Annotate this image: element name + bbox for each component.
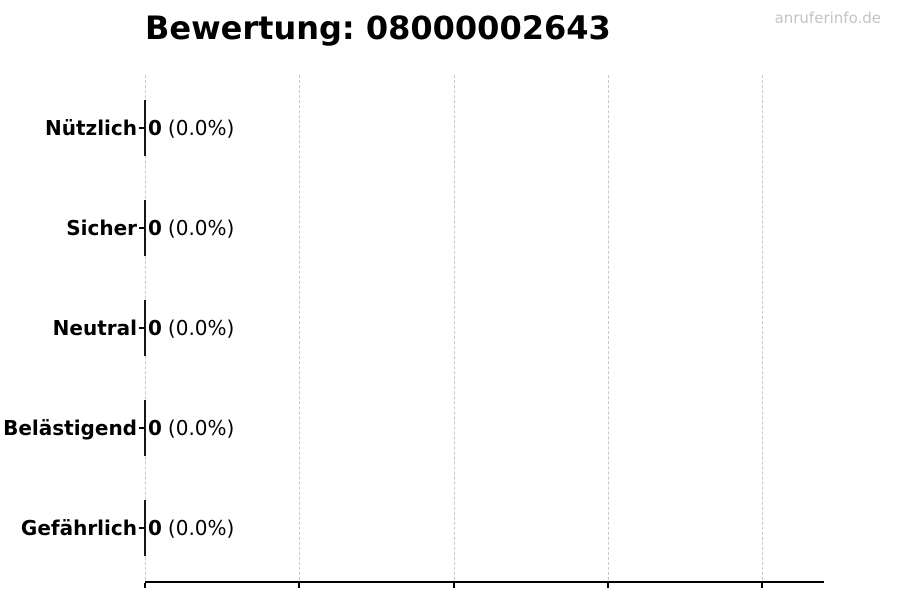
bar-edge [144, 99, 146, 156]
value-count: 0 [148, 215, 162, 240]
value-percent: (0.0%) [167, 315, 235, 340]
gridline [299, 75, 300, 580]
bar-edge [144, 399, 146, 456]
y-tick-mark [139, 426, 146, 429]
value-count: 0 [148, 115, 162, 140]
gridline [762, 75, 763, 580]
value-count: 0 [148, 315, 162, 340]
value-count: 0 [148, 515, 162, 540]
y-tick-mark [139, 226, 146, 229]
category-label: Nützlich [45, 115, 137, 140]
x-tick-mark [453, 583, 455, 588]
x-tick-mark [298, 583, 300, 588]
watermark: anruferinfo.de [774, 9, 881, 27]
plot-area [144, 75, 824, 588]
value-label: 0 (0.0%) [148, 214, 234, 242]
value-label: 0 (0.0%) [148, 514, 234, 542]
x-tick-mark [607, 583, 609, 588]
gridline [608, 75, 609, 580]
bar-edge [144, 499, 146, 556]
category-label: Neutral [52, 315, 137, 340]
bar-edge [144, 299, 146, 356]
value-percent: (0.0%) [167, 415, 235, 440]
value-label: 0 (0.0%) [148, 414, 234, 442]
gridline [454, 75, 455, 580]
x-tick-mark [761, 583, 763, 588]
category-label: Sicher [66, 215, 137, 240]
value-count: 0 [148, 415, 162, 440]
value-label: 0 (0.0%) [148, 114, 234, 142]
category-label: Belästigend [3, 415, 137, 440]
value-percent: (0.0%) [167, 515, 235, 540]
bar-edge [144, 199, 146, 256]
y-tick-mark [139, 526, 146, 529]
value-percent: (0.0%) [167, 115, 235, 140]
x-tick-mark [144, 583, 146, 588]
y-tick-mark [139, 326, 146, 329]
value-label: 0 (0.0%) [148, 314, 234, 342]
value-percent: (0.0%) [167, 215, 235, 240]
page-title: Bewertung: 08000002643 [145, 9, 611, 47]
y-tick-mark [139, 126, 146, 129]
category-label: Gefährlich [20, 515, 137, 540]
